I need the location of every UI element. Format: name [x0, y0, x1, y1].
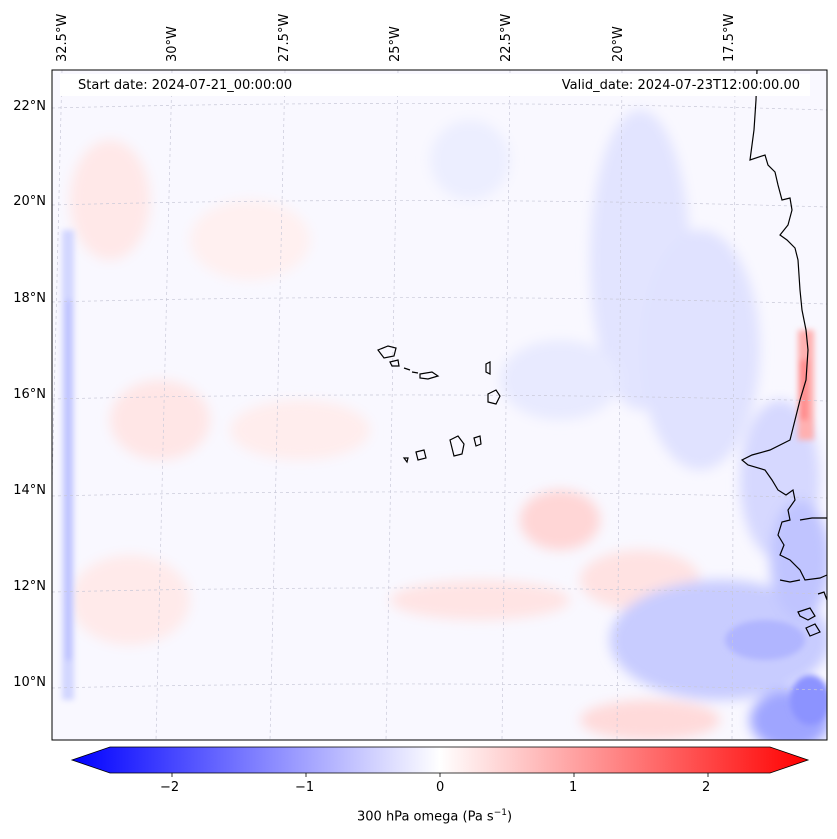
lon-label-30w: 30°W: [165, 26, 180, 62]
lat-label-12n: 12°N: [13, 579, 46, 594]
map-frame: [51, 69, 828, 741]
colorbar-tick-label: 1: [569, 780, 578, 795]
lon-label-32-5w: 32.5°W: [55, 13, 70, 62]
lat-label-18n: 18°N: [13, 291, 46, 306]
valid-date-label: Valid_date: 2024-07-23T12:00:00.00: [561, 78, 800, 93]
graticule: [52, 70, 827, 740]
cape-verde-islands: [377, 345, 501, 464]
colorbar-title-exponent: −1: [493, 808, 507, 818]
lat-label-20n: 20°N: [13, 194, 46, 209]
lat-label-22n: 22°N: [13, 99, 46, 114]
colorbar-tick-marks: [171, 773, 709, 777]
colorbar-tick-label: 0: [436, 780, 445, 795]
colorbar-title: 300 hPa omega (Pa s−1): [357, 808, 512, 824]
lon-label-25w: 25°W: [388, 26, 403, 62]
lat-label-10n: 10°N: [13, 675, 46, 690]
lon-label-20w: 20°W: [611, 26, 626, 62]
lat-label-16n: 16°N: [13, 387, 46, 402]
lat-label-14n: 14°N: [13, 483, 46, 498]
lon-label-22-5w: 22.5°W: [499, 13, 514, 62]
colorbar-tick-label: −1: [295, 780, 315, 795]
date-banner: [60, 74, 810, 96]
start-date-label: Start date: 2024-07-21_00:00:00: [78, 78, 293, 93]
coastline: [740, 69, 828, 637]
lon-label-17-5w: 17.5°W: [722, 13, 737, 62]
lon-label-27-5w: 27.5°W: [277, 13, 292, 62]
colorbar-tick-label: 2: [702, 780, 711, 795]
colorbar-bar: [70, 746, 810, 774]
colorbar-tick-label: −2: [160, 780, 180, 795]
colorbar-title-close: ): [506, 809, 513, 825]
omega-field: [52, 70, 827, 740]
colorbar-title-text: 300 hPa omega (Pa s: [357, 809, 494, 825]
colorbar: [70, 746, 810, 777]
